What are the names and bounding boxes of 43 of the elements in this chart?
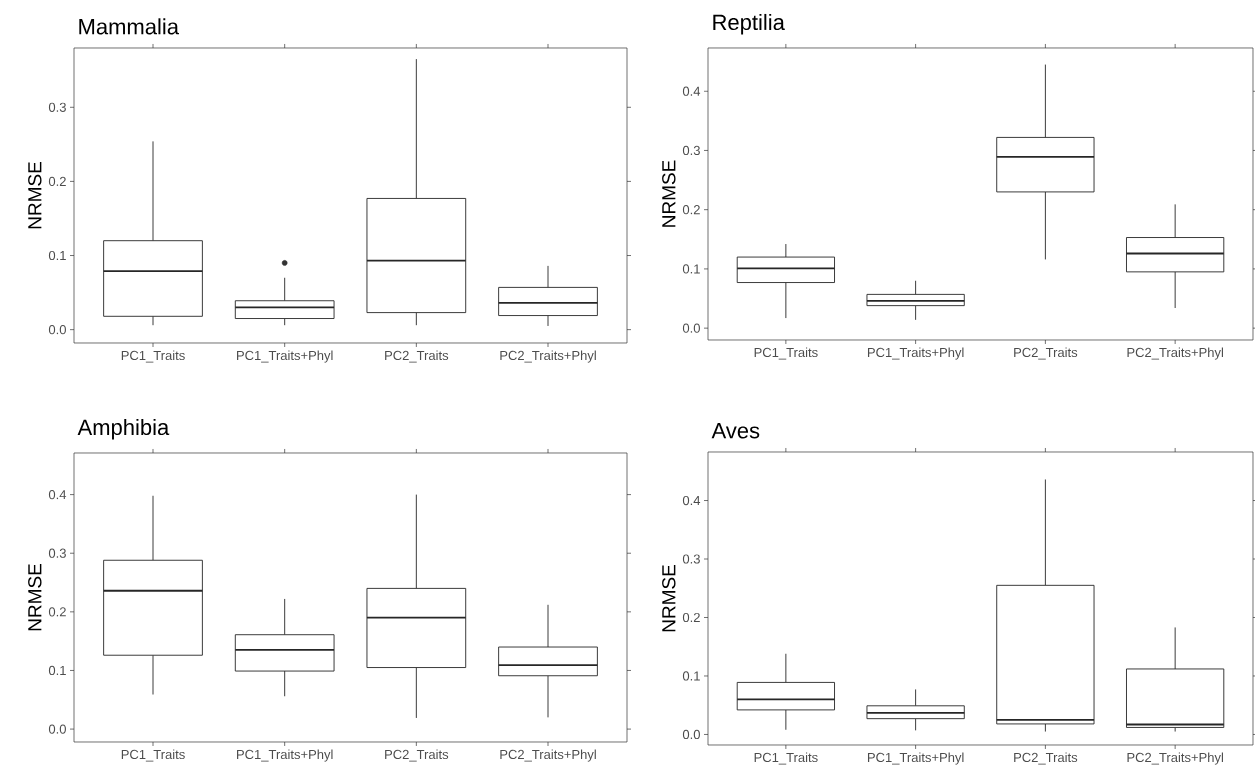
y-tick-label: 0.0 xyxy=(48,724,66,734)
chart-title: Amphibia xyxy=(77,418,170,440)
y-axis-title: NRMSE xyxy=(28,564,42,631)
x-tick-label: PC2_Traits+Phyl xyxy=(500,749,596,762)
x-tick-label: PC2_Traits xyxy=(1014,752,1078,765)
x-tick-label: PC2_Traits xyxy=(1014,347,1078,360)
y-tick-label: 0.0 xyxy=(682,729,700,740)
y-tick-label: 0.1 xyxy=(682,264,700,274)
y-tick-label: 0.1 xyxy=(682,671,700,681)
y-axis-title: NRMSE xyxy=(662,160,676,227)
chart-title: Mammalia xyxy=(79,18,179,35)
x-tick-label: PC2_Traits+Phyl xyxy=(1127,752,1223,765)
y-tick-label: 0.4 xyxy=(682,495,701,506)
y-axis-title: NRMSE xyxy=(662,565,676,632)
x-tick-label: PC1_Traits xyxy=(121,749,185,762)
chart-title: Reptilia xyxy=(713,13,785,35)
y-tick-label: 0.3 xyxy=(48,548,66,558)
y-tick-label: 0.2 xyxy=(48,176,66,186)
y-axis-title: NRMSE xyxy=(28,162,42,229)
y-tick-label: 0.1 xyxy=(48,250,66,261)
x-tick-label: PC2_Traits+Phyl xyxy=(1127,347,1223,360)
y-tick-label: 0.2 xyxy=(48,607,66,617)
y-tick-label: 0.2 xyxy=(682,612,700,623)
x-tick-label: PC1_Traits xyxy=(754,347,818,360)
y-tick-label: 0.1 xyxy=(48,665,66,676)
x-tick-label: PC1_Traits+Phyl xyxy=(237,749,333,762)
x-tick-label: PC2_Traits xyxy=(385,749,449,762)
y-tick-label: 0.4 xyxy=(682,86,701,96)
x-tick-label: PC2_Traits xyxy=(385,350,449,363)
y-tick-label: 0.2 xyxy=(682,205,700,215)
x-tick-label: PC1_Traits+Phyl xyxy=(867,752,964,765)
x-tick-label: PC1_Traits+Phyl xyxy=(867,347,964,360)
y-tick-label: 0.3 xyxy=(682,145,700,156)
x-tick-label: PC1_Traits xyxy=(121,350,185,363)
chart-title: Aves xyxy=(711,423,760,439)
y-tick-label: 0.3 xyxy=(682,554,700,564)
y-tick-label: 0.0 xyxy=(682,323,700,333)
x-tick-label: PC1_Traits+Phyl xyxy=(237,350,333,363)
x-tick-label: PC2_Traits+Phyl xyxy=(500,350,596,363)
y-tick-label: 0.4 xyxy=(48,490,67,500)
y-tick-label: 0.3 xyxy=(48,102,66,112)
x-tick-label: PC1_Traits xyxy=(754,752,818,765)
y-tick-label: 0.0 xyxy=(48,325,66,335)
